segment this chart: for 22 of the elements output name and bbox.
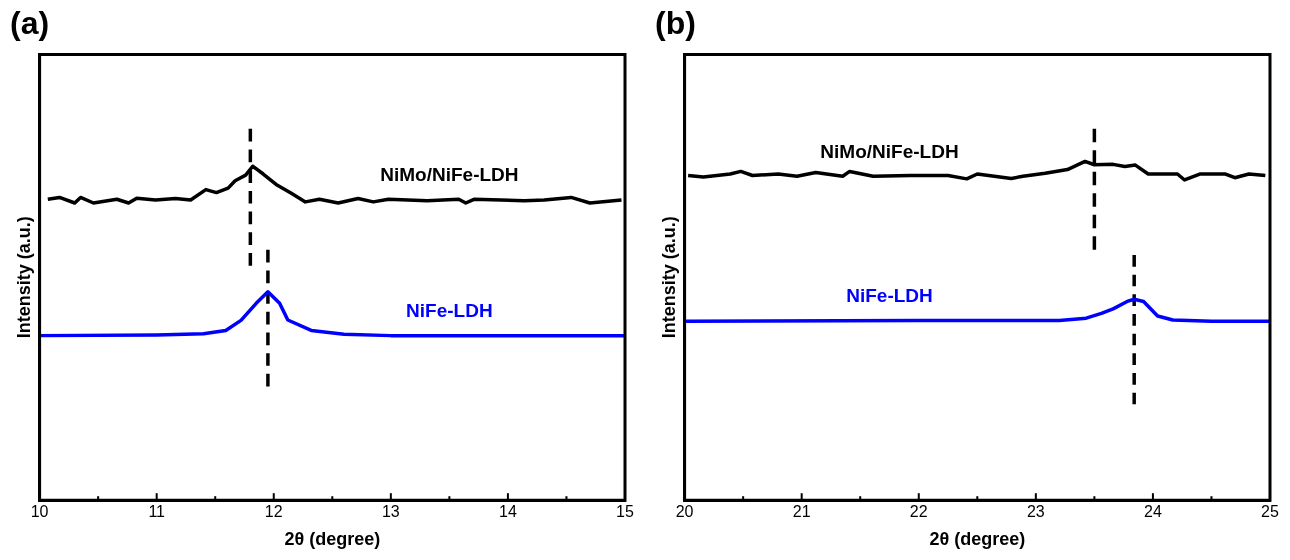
chart-title: (a) (10, 5, 50, 42)
chart-title: (b) (655, 5, 696, 42)
x-axis-title: 2θ (degree) (284, 529, 381, 550)
y-axis-title: Intensity (a.u.) (658, 216, 679, 339)
x-tick-label: 22 (909, 503, 928, 521)
y-axis-title: Intensity (a.u.) (13, 216, 34, 339)
series-label: NiMo/NiFe-LDH (820, 140, 959, 162)
x-tick-label: 12 (264, 503, 283, 521)
x-tick-label: 10 (30, 503, 49, 521)
x-tick-label: 11 (148, 503, 166, 521)
x-tick-label: 14 (499, 503, 517, 521)
x-tick-label: 13 (381, 503, 400, 521)
x-tick-label: 21 (792, 503, 811, 521)
series-label: NiMo/NiFe-LDH (380, 164, 519, 186)
series-label: NiFe-LDH (846, 285, 933, 307)
x-tick-label: 20 (675, 503, 694, 521)
x-tick-label: 25 (1261, 503, 1279, 521)
series-label: NiFe-LDH (406, 300, 493, 322)
x-tick-label: 23 (1026, 503, 1045, 521)
x-axis-title: 2θ (degree) (929, 529, 1026, 550)
x-tick-label: 24 (1144, 503, 1162, 521)
x-tick-label: 15 (616, 503, 634, 521)
